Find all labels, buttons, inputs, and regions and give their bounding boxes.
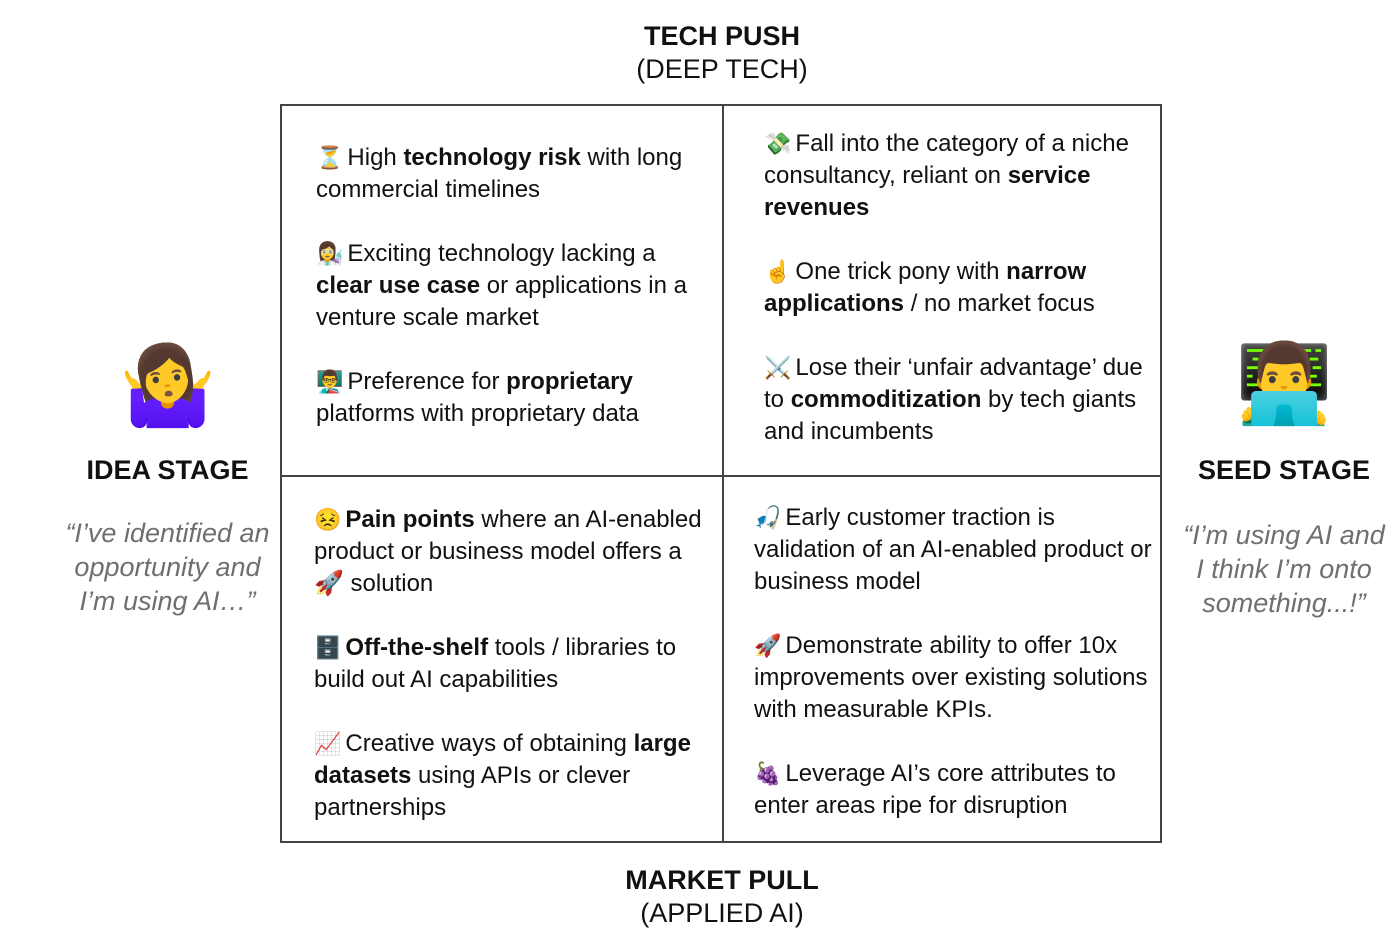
seed-stage-title: SEED STAGE bbox=[1197, 455, 1371, 485]
chart-increasing-icon: 📈 bbox=[314, 731, 342, 756]
horizontal-divider bbox=[282, 475, 1160, 477]
item-text: platforms with proprietary data bbox=[316, 400, 639, 427]
quadrant-item: 📈 Creative ways of obtaining large datase… bbox=[314, 728, 709, 824]
crossed-swords-icon: ⚔️ bbox=[764, 355, 792, 380]
grapes-icon: 🍇 bbox=[754, 761, 782, 786]
emphasis-text: commoditization bbox=[790, 386, 982, 413]
top-axis-title: TECH PUSH bbox=[643, 21, 800, 51]
idea-quote-line: “I’ve identified an bbox=[65, 518, 270, 548]
item-text: tools / libraries to build out AI capabi… bbox=[314, 634, 677, 693]
top-axis-label: TECH PUSH (DEEP TECH) bbox=[522, 20, 922, 86]
item-text: Creative ways of obtaining bbox=[345, 730, 634, 757]
idea-stage-title: IDEA STAGE bbox=[86, 455, 249, 485]
quadrant-item: 👨‍🏫 Preference for proprietary platforms … bbox=[316, 366, 711, 430]
quadrant-item: 😣 Pain points where an AI-enabled product… bbox=[314, 504, 709, 600]
quadrant-item: ☝️ One trick pony with narrow application… bbox=[764, 256, 1154, 320]
idea-quote-line: opportunity and bbox=[74, 552, 261, 582]
file-cabinet-icon: 🗄️ bbox=[314, 635, 342, 660]
scientist-icon: 👩‍🔬 bbox=[316, 241, 344, 266]
item-text: Preference for bbox=[347, 368, 507, 395]
bottom-axis-label: MARKET PULL (APPLIED AI) bbox=[522, 864, 922, 930]
man-technologist-icon: 👨‍💻 bbox=[1235, 339, 1333, 427]
quadrant-grid: ⏳ High technology risk with long commerci… bbox=[280, 104, 1162, 843]
hourglass-icon: ⏳ bbox=[316, 145, 344, 170]
fishing-pole-icon: 🎣 bbox=[754, 505, 782, 530]
seed-quote-line: I think I’m onto bbox=[1196, 554, 1372, 584]
quadrant-item: 🍇 Leverage AI’s core attributes to enter … bbox=[754, 758, 1154, 822]
emphasis-text: service revenues bbox=[764, 162, 1091, 221]
persevering-face-icon: 😣 bbox=[314, 507, 342, 532]
quadrant-item: 👩‍🔬 Exciting technology lacking a clear u… bbox=[316, 238, 711, 334]
emphasis-text: clear use case bbox=[316, 272, 481, 299]
rocket-icon: 🚀 bbox=[754, 633, 782, 658]
vertical-divider bbox=[722, 106, 724, 841]
emphasis-text: narrow applications bbox=[764, 258, 1087, 317]
item-text: One trick pony with bbox=[795, 258, 1007, 285]
idea-stage-quote: “I’ve identified an opportunity and I’m … bbox=[40, 516, 295, 618]
emphasis-text: Off-the-shelf bbox=[345, 634, 489, 661]
quadrant-item: ⏳ High technology risk with long commerci… bbox=[316, 142, 711, 206]
quadrant-item: 🎣 Early customer traction is validation o… bbox=[754, 502, 1154, 598]
seed-quote-line: “I’m using AI and bbox=[1183, 520, 1385, 550]
quadrant-bottom-left: 😣 Pain points where an AI-enabled product… bbox=[314, 504, 709, 824]
teacher-icon: 👨‍🏫 bbox=[316, 369, 344, 394]
item-text: or applications in a venture scale marke… bbox=[316, 272, 687, 331]
item-text: Fall into the category of a niche consul… bbox=[764, 130, 1129, 189]
item-text: by tech giants and incumbents bbox=[764, 386, 1137, 445]
item-text: Lose their ‘unfair advantage’ due to bbox=[764, 354, 1143, 413]
item-text: Early customer traction is validation of… bbox=[754, 504, 1152, 595]
shrugging-woman-icon: 🤷‍♀️ bbox=[118, 341, 217, 429]
emphasis-text: large datasets bbox=[314, 730, 691, 789]
item-text: Leverage AI’s core attributes to enter a… bbox=[754, 760, 1116, 819]
bottom-axis-subtitle: (APPLIED AI) bbox=[640, 898, 804, 928]
quadrant-item: 💸 Fall into the category of a niche consu… bbox=[764, 128, 1154, 224]
index-finger-icon: ☝️ bbox=[764, 259, 792, 284]
item-text: / no market focus bbox=[904, 290, 1095, 317]
emphasis-text: technology risk bbox=[403, 144, 581, 171]
seed-stage-panel: 👨‍💻 SEED STAGE “I’m using AI and I think… bbox=[1170, 338, 1398, 620]
top-axis-subtitle: (DEEP TECH) bbox=[636, 54, 808, 84]
quadrant-bottom-right: 🎣 Early customer traction is validation o… bbox=[754, 502, 1154, 822]
item-text: using APIs or clever partnerships bbox=[314, 762, 631, 821]
bottom-axis-title: MARKET PULL bbox=[625, 865, 819, 895]
emphasis-text: proprietary bbox=[506, 368, 633, 395]
item-text: High bbox=[347, 144, 404, 171]
quadrant-item: ⚔️ Lose their ‘unfair advantage’ due to c… bbox=[764, 352, 1154, 448]
item-text: Exciting technology lacking a bbox=[347, 240, 656, 267]
emphasis-text: Pain points bbox=[345, 506, 475, 533]
quadrant-item: 🗄️ Off-the-shelf tools / libraries to bui… bbox=[314, 632, 709, 696]
item-text: with long commercial timelines bbox=[316, 144, 683, 203]
seed-quote-line: something...!” bbox=[1202, 588, 1366, 618]
quadrant-item: 🚀 Demonstrate ability to offer 10x improv… bbox=[754, 630, 1154, 726]
idea-stage-panel: 🤷‍♀️ IDEA STAGE “I’ve identified an oppo… bbox=[40, 340, 295, 618]
seed-stage-quote: “I’m using AI and I think I’m onto somet… bbox=[1170, 518, 1398, 620]
item-text: Demonstrate ability to offer 10x improve… bbox=[754, 632, 1148, 723]
item-text: where an AI-enabled product or business … bbox=[314, 506, 702, 597]
quadrant-top-left: ⏳ High technology risk with long commerci… bbox=[316, 142, 711, 430]
quadrant-top-right: 💸 Fall into the category of a niche consu… bbox=[764, 128, 1154, 448]
money-wings-icon: 💸 bbox=[764, 131, 792, 156]
idea-quote-line: I’m using AI…” bbox=[79, 586, 256, 616]
